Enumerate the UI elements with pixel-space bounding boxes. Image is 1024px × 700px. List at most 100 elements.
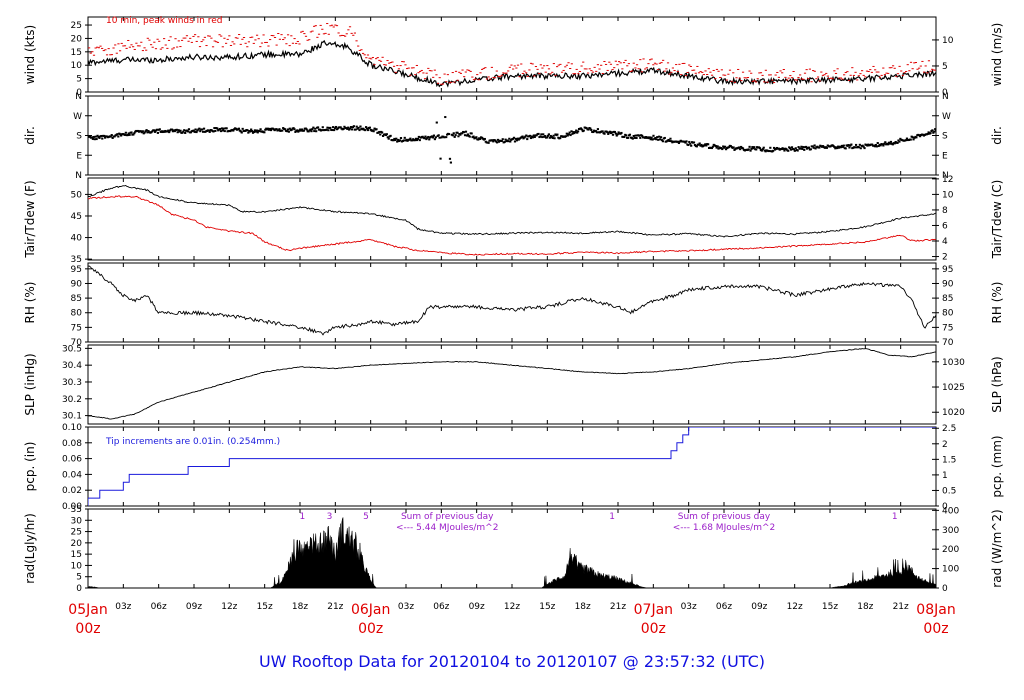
dir-point (609, 130, 612, 133)
x-tick-label: 03z (398, 602, 414, 612)
dir-point (438, 136, 441, 139)
dir-point (866, 144, 869, 147)
dir-point (447, 133, 451, 136)
dir-point (567, 133, 570, 136)
dir-point (100, 134, 103, 137)
y-tick-label: 95 (942, 265, 953, 275)
dir-point (661, 140, 665, 143)
dir-point (213, 127, 216, 130)
dir-point (715, 146, 718, 149)
y-axis-label: pcp. (in) (23, 442, 37, 492)
dir-point (794, 147, 797, 150)
dir-point (219, 130, 223, 133)
y-tick-label: 45 (71, 212, 82, 222)
dir-point (603, 132, 606, 135)
dir-point (514, 137, 518, 140)
dir-point (832, 144, 835, 147)
dir-point (258, 130, 261, 133)
dir-point (155, 128, 159, 131)
y-tick-label: W (942, 112, 951, 122)
series-group (88, 23, 936, 88)
dir-point (381, 134, 385, 137)
date-label: 00z (75, 621, 100, 637)
x-tick-label: 09z (751, 602, 767, 612)
dir-point (275, 128, 278, 131)
dir-point (531, 136, 534, 139)
dir-point (508, 137, 511, 140)
dir-point (119, 133, 122, 136)
dir-point (316, 126, 320, 129)
dir-point (263, 131, 266, 134)
dir-point (459, 133, 462, 136)
dir-point (184, 131, 187, 134)
dir-point (805, 145, 808, 148)
dir-point (825, 146, 828, 149)
y-tick-label: 4 (942, 237, 948, 247)
dir-point (888, 142, 892, 145)
dir-point (427, 135, 430, 138)
dir-point (658, 138, 662, 141)
dir-point (198, 127, 201, 130)
dir-point (285, 130, 289, 133)
dir-point (577, 130, 580, 133)
dir-point (574, 131, 577, 134)
dir-point (418, 139, 421, 142)
y-tick-label: 70 (942, 338, 954, 348)
dir-point (515, 139, 518, 142)
dir-point (512, 137, 515, 140)
dir-point (241, 127, 244, 130)
dir-point (365, 127, 369, 130)
dir-point (669, 137, 672, 140)
dir-point (889, 140, 893, 143)
dir-point (667, 138, 670, 141)
radiation-marker: 1 (609, 512, 615, 522)
dir-point (457, 135, 460, 138)
dir-point (918, 134, 921, 137)
dir-point (269, 129, 273, 132)
dir-point (381, 131, 384, 134)
y-tick-label: 40 (71, 234, 83, 244)
dir-point (768, 150, 771, 153)
dir-point (692, 141, 696, 144)
dir-point (254, 130, 257, 133)
dir-point (582, 129, 585, 132)
dir-point (579, 127, 583, 130)
dir-point (250, 128, 253, 131)
dir-point (659, 136, 663, 139)
chart-panel: 0 5 10 15 20 25 0 5 10 wind (kts) wind (m/s) 10 min… (23, 16, 1004, 98)
dir-point (652, 134, 655, 137)
data-series (88, 348, 936, 420)
dir-point (741, 147, 745, 150)
dir-point (688, 140, 691, 143)
dir-point (850, 143, 853, 146)
dir-point (264, 128, 267, 131)
dir-point (550, 135, 553, 138)
y-tick-label: 70 (71, 338, 83, 348)
dir-point (186, 130, 190, 133)
dir-point (141, 130, 144, 133)
dir-point (839, 146, 843, 149)
dir-point (465, 134, 469, 137)
dir-point (170, 128, 174, 131)
dir-point (223, 130, 226, 133)
dir-point (479, 137, 482, 140)
dir-point (296, 129, 299, 132)
dir-point (443, 136, 446, 139)
dir-point (145, 129, 148, 132)
dir-point (811, 145, 814, 148)
y-tick-label: 30.2 (62, 395, 82, 405)
dir-point (552, 134, 555, 137)
dir-point (348, 128, 351, 131)
dir-point (639, 136, 642, 139)
y-tick-label: 0 (76, 88, 82, 98)
dir-point (793, 149, 796, 152)
dir-point (716, 145, 719, 148)
dir-point (290, 128, 293, 131)
dir-point (704, 143, 707, 146)
chart-panel: 30.1 30.2 30.3 30.4 30.5 1020 1025 1030 SLP (inH… (23, 344, 1004, 425)
dir-point (332, 126, 335, 129)
dir-point (504, 138, 507, 141)
dir-point (237, 127, 241, 130)
dir-point (470, 132, 473, 135)
dir-point (333, 127, 337, 130)
